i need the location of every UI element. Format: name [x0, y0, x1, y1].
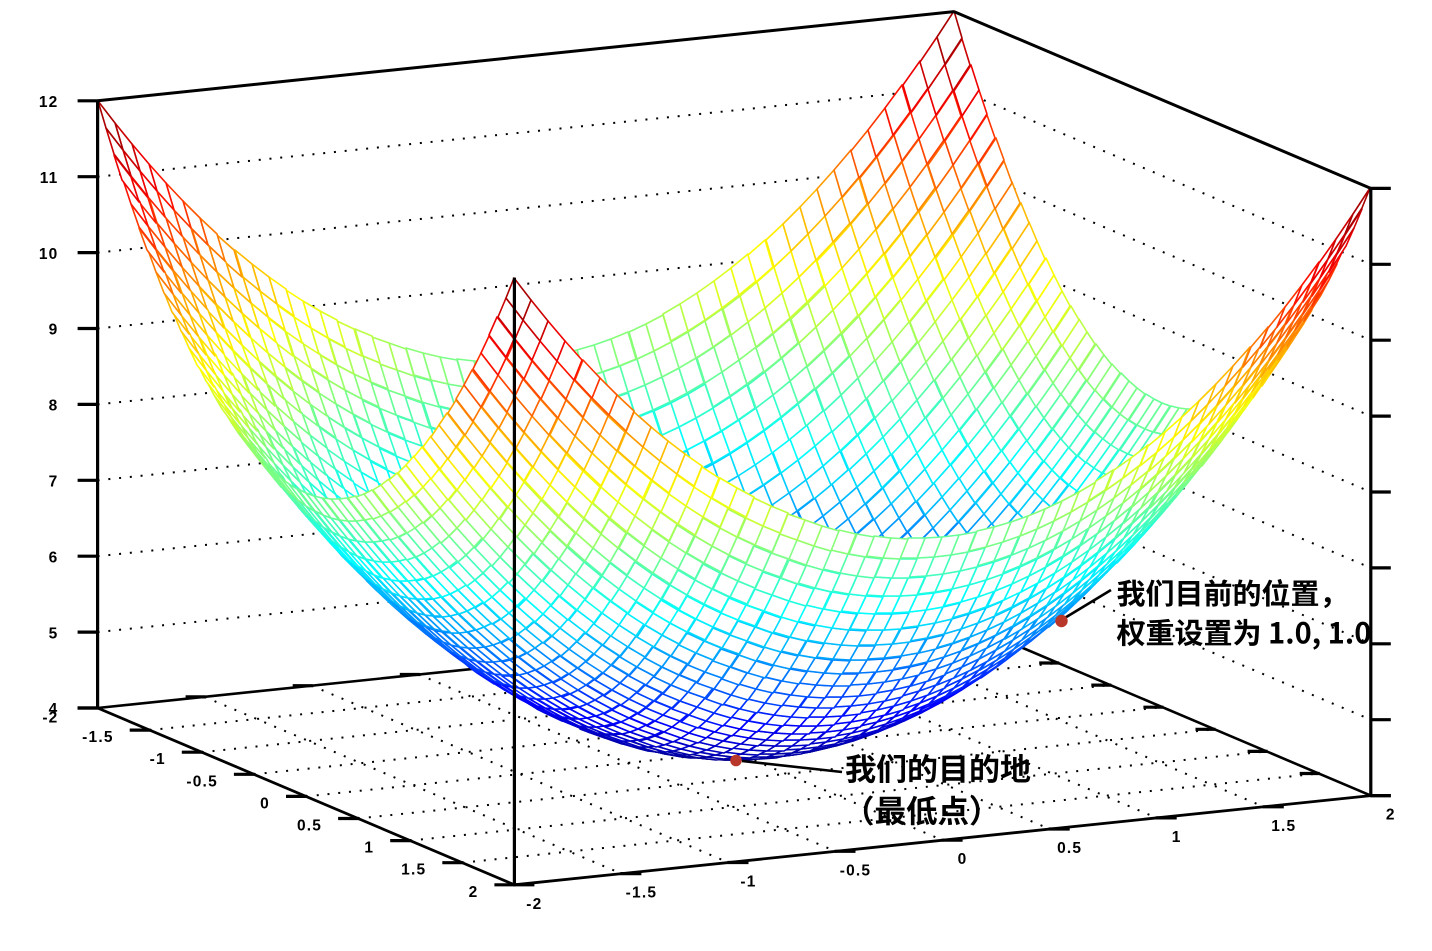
svg-text:-1.5: -1.5	[626, 885, 658, 902]
svg-text:1.5: 1.5	[1271, 818, 1296, 835]
svg-text:0: 0	[260, 795, 270, 812]
svg-text:9: 9	[49, 322, 59, 339]
svg-text:12: 12	[39, 94, 59, 111]
svg-text:-2: -2	[42, 710, 58, 727]
svg-text:4: 4	[49, 701, 59, 718]
svg-text:-0.5: -0.5	[186, 773, 218, 790]
svg-text:-1: -1	[740, 874, 756, 891]
svg-text:0.5: 0.5	[1057, 840, 1082, 857]
svg-text:2: 2	[1386, 807, 1396, 824]
svg-text:1: 1	[364, 840, 374, 857]
svg-text:11: 11	[40, 170, 59, 187]
svg-text:8: 8	[49, 398, 59, 415]
svg-text:-2: -2	[526, 896, 542, 913]
svg-text:10: 10	[39, 246, 59, 263]
svg-text:5: 5	[49, 625, 59, 642]
svg-text:-1: -1	[150, 751, 166, 768]
svg-text:6: 6	[49, 549, 59, 566]
svg-text:0: 0	[958, 851, 968, 868]
svg-text:0.5: 0.5	[297, 818, 322, 835]
svg-text:-1.5: -1.5	[82, 729, 114, 746]
svg-text:-0.5: -0.5	[840, 862, 872, 879]
svg-text:1: 1	[1172, 829, 1182, 846]
svg-text:2: 2	[469, 884, 479, 901]
svg-text:1.5: 1.5	[401, 862, 426, 879]
svg-text:7: 7	[49, 474, 59, 491]
